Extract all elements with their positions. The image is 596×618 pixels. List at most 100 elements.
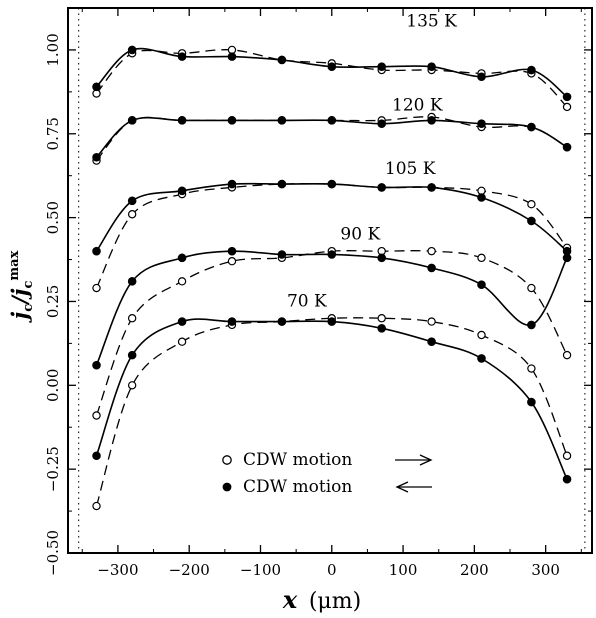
filled-point: [277, 116, 287, 125]
filled-point: [377, 183, 386, 192]
y-tick-label: 0.75: [44, 117, 62, 150]
x-tick-label: −300: [97, 561, 138, 579]
data-markers: [92, 45, 572, 511]
filled-point: [527, 216, 536, 226]
filled-point: [427, 183, 436, 192]
filled-point: [277, 250, 287, 259]
open-point: [427, 246, 436, 256]
filled-point: [527, 397, 536, 407]
filled-point: [562, 474, 572, 484]
legend-arrow-right-head: [419, 454, 433, 466]
filled-point: [92, 451, 101, 461]
filled-point: [127, 116, 137, 125]
legend-arrow-left-head: [395, 481, 409, 493]
open-point: [127, 381, 137, 390]
x-axis-title: x: [282, 585, 298, 614]
filled-point: [227, 116, 237, 125]
open-point: [562, 102, 572, 112]
legend-label: CDW motion: [243, 450, 352, 470]
filled-point: [377, 253, 386, 263]
open-point: [562, 350, 572, 360]
filled-point: [277, 179, 287, 189]
filled-point: [92, 360, 101, 370]
filled-point: [562, 92, 572, 102]
x-tick-label: −200: [169, 561, 210, 579]
open-point: [177, 277, 187, 286]
filled-point: [377, 323, 386, 333]
y-title-part: c: [21, 304, 36, 312]
open-point: [527, 199, 536, 209]
filled-point: [527, 320, 536, 330]
dashed-curve: [95, 183, 568, 289]
filled-point: [177, 116, 187, 125]
filled-point: [177, 253, 187, 263]
x-tick-label: 100: [389, 561, 418, 579]
open-point: [477, 330, 486, 340]
filled-point: [127, 350, 137, 360]
filled-point: [477, 72, 486, 82]
open-point: [92, 501, 101, 511]
y-tick-label: −0.50: [44, 530, 62, 576]
x-tick-label: 200: [460, 561, 489, 579]
open-point: [477, 253, 486, 263]
filled-point: [277, 317, 287, 326]
y-tick-label: 0.25: [44, 285, 62, 318]
y-title-part: j: [7, 311, 32, 323]
filled-point: [92, 246, 101, 256]
open-point: [177, 337, 187, 346]
filled-point: [177, 317, 187, 326]
filled-point: [477, 119, 486, 129]
y-title-part: /j: [7, 288, 32, 306]
y-title-part: max: [7, 250, 22, 280]
filled-point: [327, 116, 337, 125]
solid-curve: [95, 182, 568, 252]
filled-point: [227, 317, 237, 326]
filled-point: [327, 62, 337, 71]
curve-label: 70 K: [287, 291, 327, 311]
filled-point: [177, 186, 187, 196]
x-tick-label: 0: [327, 561, 337, 579]
open-point: [527, 283, 536, 293]
curve-label: 90 K: [340, 224, 380, 244]
curve-labels: 135 K 120 K 105 K 90 K 70 K: [287, 11, 457, 311]
x-tick-label: 300: [531, 561, 560, 579]
filled-point: [427, 263, 436, 273]
open-point: [92, 411, 101, 420]
filled-point: [427, 337, 436, 347]
y-tick-label: 1.00: [44, 33, 62, 66]
open-point: [127, 210, 137, 219]
open-point: [377, 314, 386, 323]
filled-point: [527, 65, 536, 75]
legend-open-marker: [222, 455, 232, 465]
curve-label: 120 K: [392, 95, 443, 115]
y-tick-label: 0.50: [44, 201, 62, 234]
axes: −300 −200 −100 0 100 200 300 −0.50 −0.25 0.00 0.25…: [44, 7, 593, 579]
filled-point: [527, 122, 536, 132]
open-point: [127, 314, 137, 323]
filled-point: [127, 45, 137, 55]
solid-curve: [95, 250, 568, 366]
x-axis-unit: (μm): [309, 589, 361, 614]
filled-point: [92, 152, 101, 162]
filled-point: [227, 52, 237, 61]
filled-point: [327, 179, 337, 189]
legend-label: CDW motion: [243, 477, 352, 497]
filled-point: [227, 246, 237, 256]
plot-frame: [67, 7, 593, 554]
y-tick-label: −0.25: [44, 446, 62, 492]
open-point: [227, 257, 237, 266]
filled-point: [427, 116, 436, 125]
filled-point: [377, 62, 386, 71]
filled-point: [427, 62, 436, 71]
filled-point: [562, 253, 572, 263]
y-tick-label: 0.00: [44, 369, 62, 402]
legend: CDW motion CDW motion: [222, 450, 433, 497]
filled-point: [92, 82, 101, 92]
curve-label: 135 K: [406, 11, 457, 31]
filled-point: [127, 277, 137, 286]
curve-label: 105 K: [385, 159, 436, 179]
reference-lines: [78, 8, 586, 553]
filled-point: [327, 250, 337, 259]
open-point: [527, 364, 536, 373]
